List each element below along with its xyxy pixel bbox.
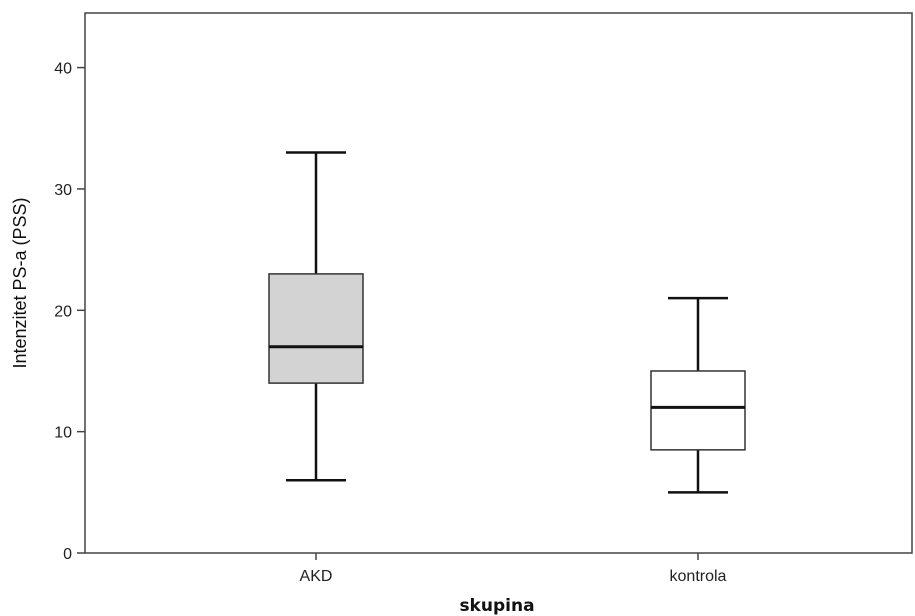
y-tick-label: 0 bbox=[63, 546, 72, 563]
box-kontrola bbox=[650, 296, 746, 494]
interquartile-box bbox=[268, 273, 364, 384]
x-axis-label: skupina bbox=[459, 596, 534, 616]
y-tick-label: 20 bbox=[54, 303, 72, 320]
x-tick-label: AKD bbox=[300, 568, 333, 585]
y-tick-label: 40 bbox=[54, 61, 72, 78]
x-axis-ticks: AKD kontrola bbox=[300, 553, 727, 585]
x-tick-label: kontrola bbox=[670, 568, 727, 585]
box-series bbox=[268, 151, 746, 494]
y-axis-ticks: 0 10 20 30 40 bbox=[54, 61, 85, 563]
interquartile-box bbox=[650, 370, 746, 451]
y-axis-label: Intenzitet PS-a (PSS) bbox=[10, 197, 30, 368]
plot-frame bbox=[84, 12, 913, 554]
y-tick-label: 10 bbox=[54, 425, 72, 442]
box-akd bbox=[268, 151, 364, 482]
y-tick-label: 30 bbox=[54, 182, 72, 199]
